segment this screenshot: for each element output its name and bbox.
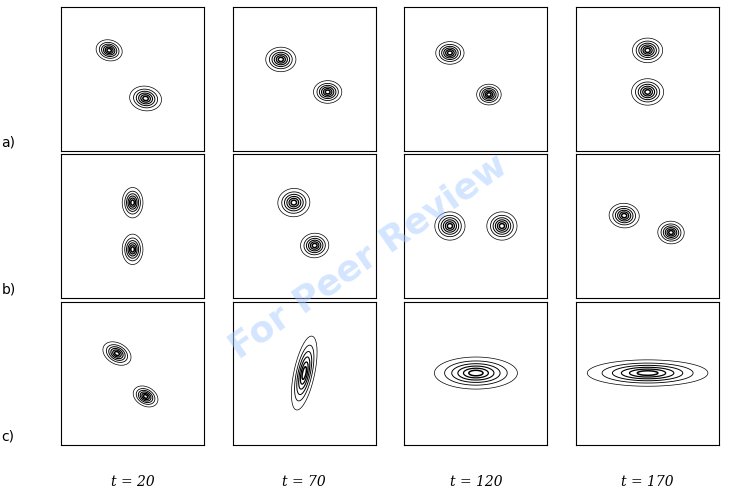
- Text: For Peer Review: For Peer Review: [223, 148, 513, 366]
- Text: t = 20: t = 20: [110, 475, 155, 489]
- Text: a): a): [1, 135, 15, 150]
- Text: b): b): [1, 283, 15, 296]
- Text: t = 170: t = 170: [621, 475, 674, 489]
- Text: c): c): [1, 430, 15, 444]
- Text: t = 70: t = 70: [283, 475, 326, 489]
- Text: t = 120: t = 120: [450, 475, 502, 489]
